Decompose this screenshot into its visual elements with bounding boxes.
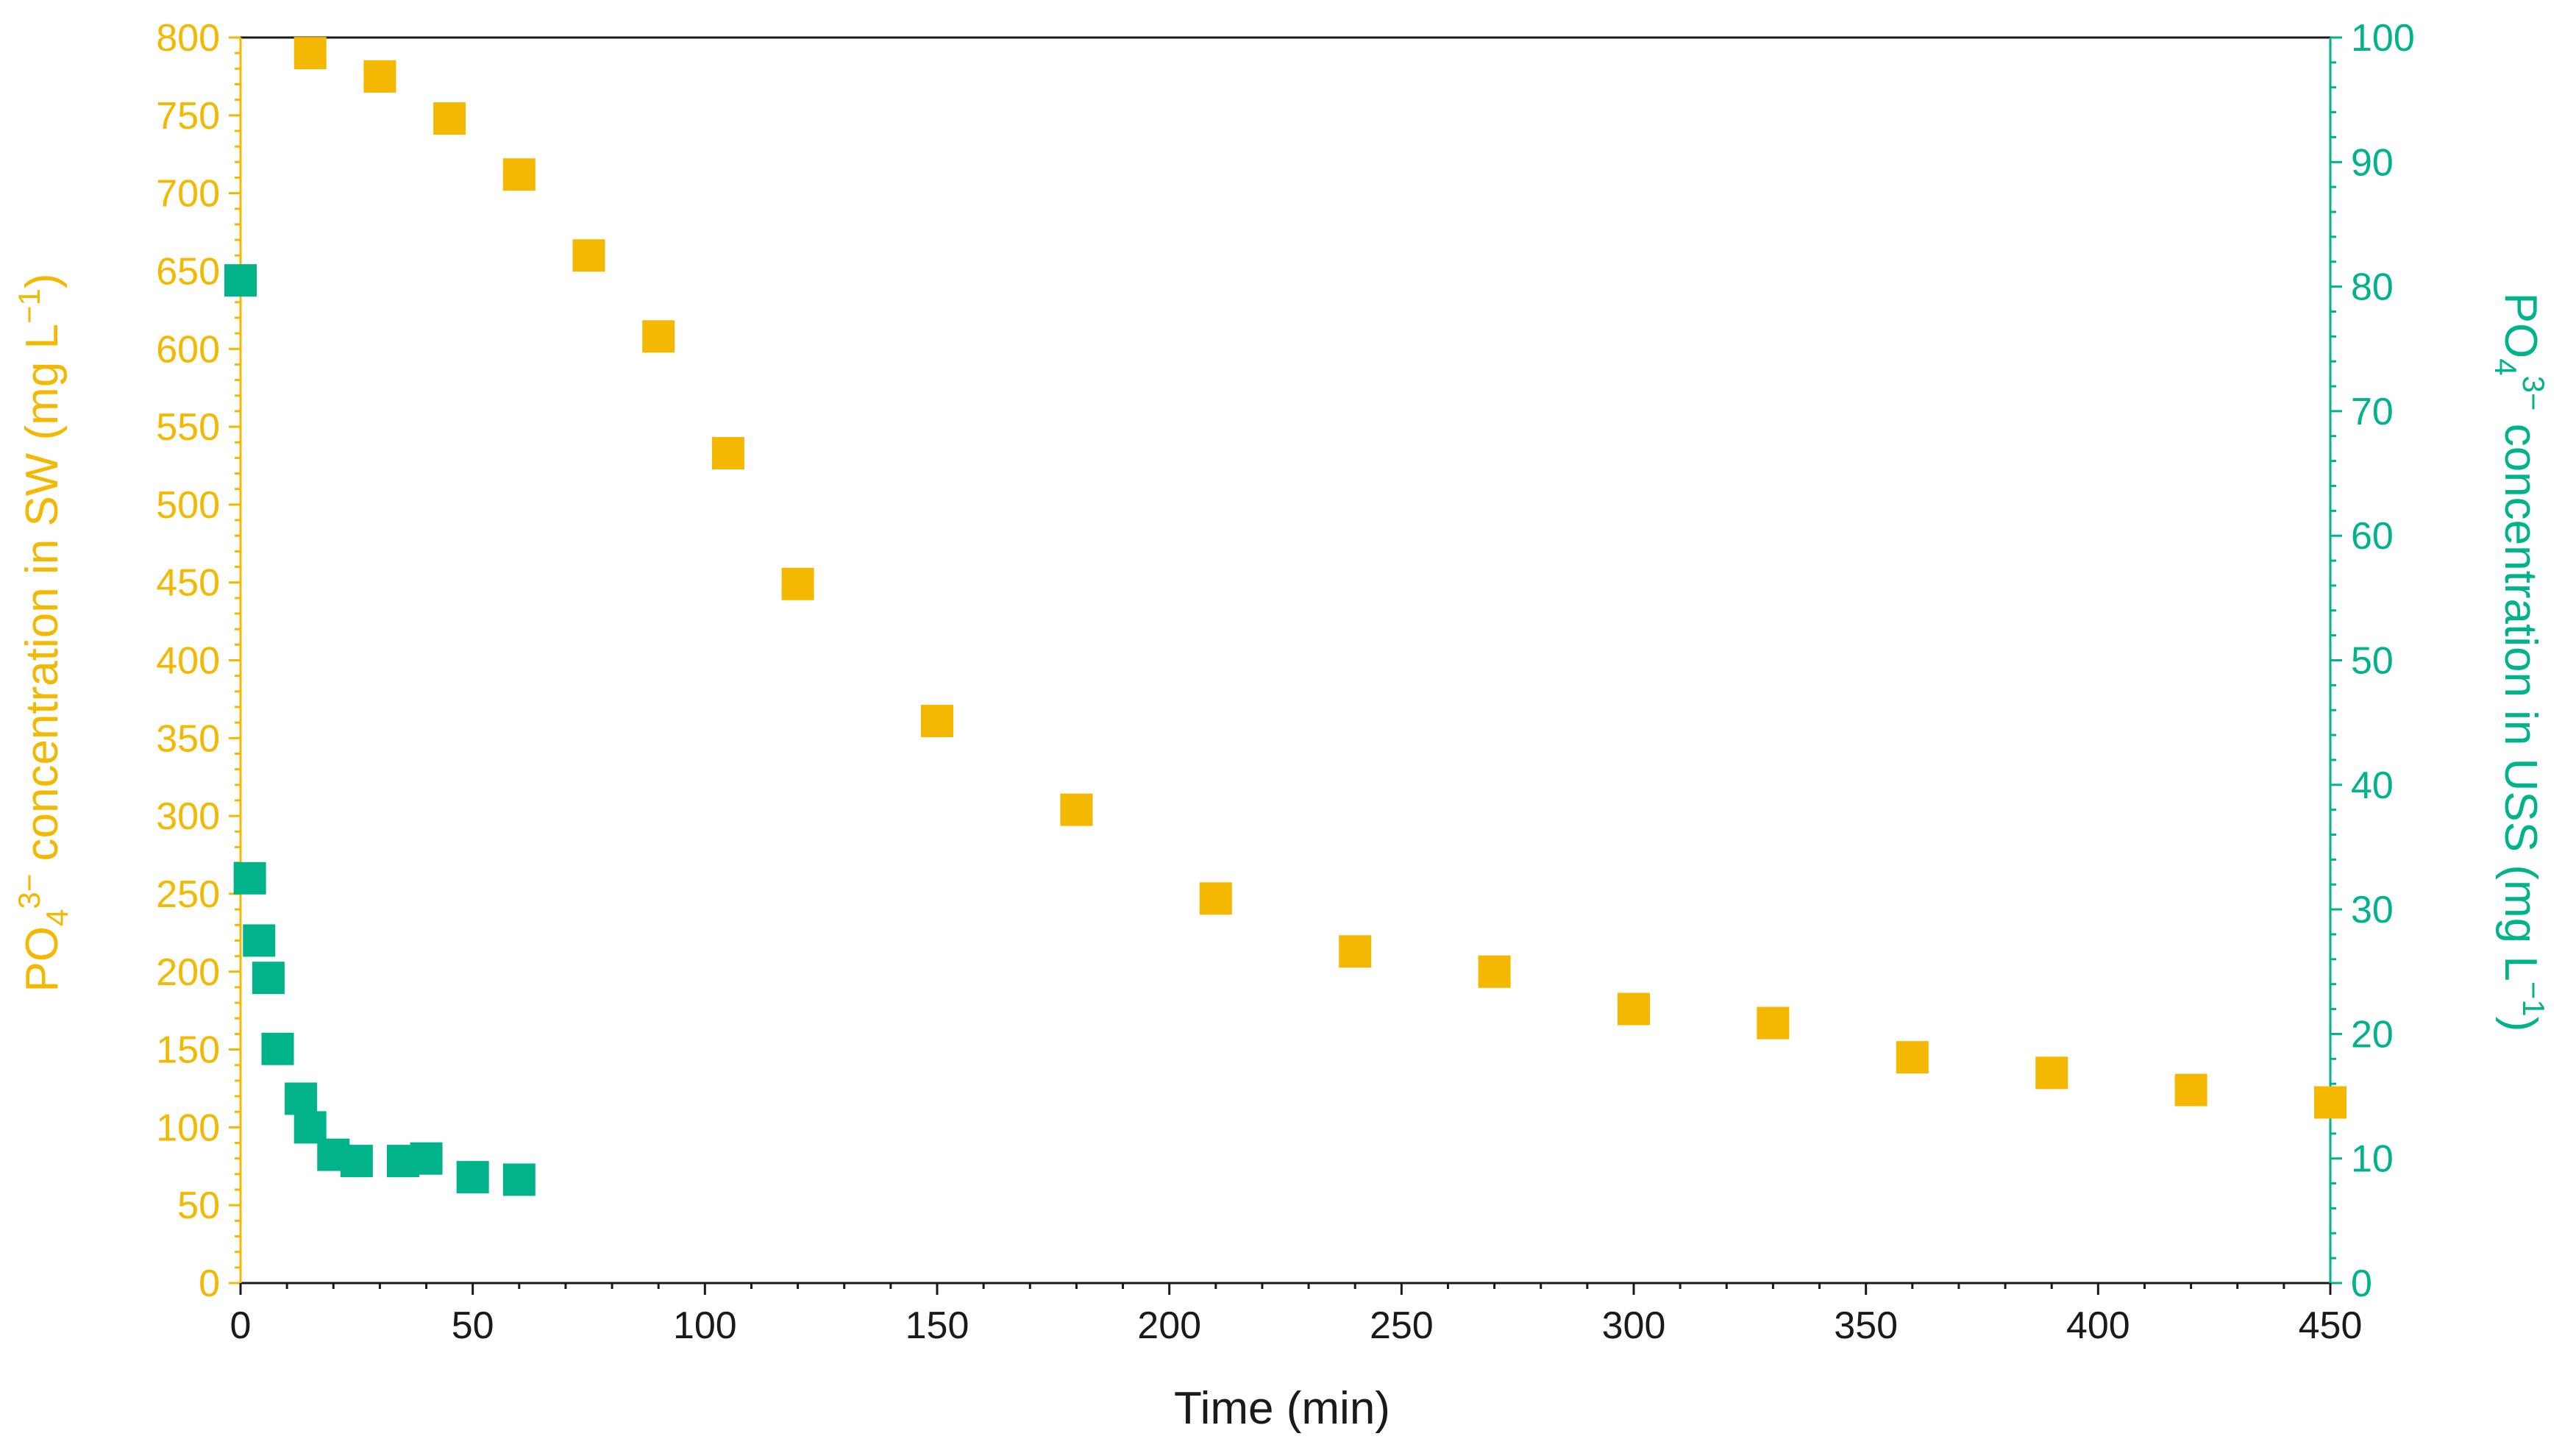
uss-point	[293, 1111, 327, 1144]
x-tick-label: 450	[2299, 1304, 2363, 1347]
uss-point	[233, 862, 266, 895]
sw-point	[1199, 882, 1232, 915]
y-left-title-sub: 4	[40, 909, 74, 926]
y-left-title-pre: PO	[17, 926, 68, 992]
y-right-title-main: concentration in USS (mg L	[2495, 411, 2546, 981]
axes	[239, 36, 2332, 1285]
y-left-tick-label: 250	[156, 873, 220, 916]
y-axis-right-title: PO43− concentration in USS (mg L−1)	[2488, 293, 2551, 1032]
uss-point	[261, 1032, 294, 1065]
y-right-tick-label: 50	[2351, 640, 2394, 683]
sw-point	[2174, 1073, 2207, 1106]
y-left-tick-label: 0	[199, 1262, 220, 1305]
x-tick-label: 250	[1370, 1304, 1434, 1347]
y-right-tick-label: 10	[2351, 1138, 2394, 1181]
sw-point	[293, 37, 327, 70]
y-left-tick-label: 500	[156, 484, 220, 527]
y-left-tick-label: 550	[156, 406, 220, 449]
uss-point	[252, 962, 285, 995]
sw-point	[1478, 955, 1511, 988]
data-points	[224, 37, 2346, 1196]
x-tick-label: 50	[452, 1304, 494, 1347]
y-right-tick-label: 90	[2351, 141, 2394, 184]
sw-point	[921, 705, 953, 738]
sw-point	[1060, 793, 1093, 826]
y-left-tick-label: 800	[156, 17, 220, 60]
uss-point	[410, 1142, 443, 1175]
y-right-title-sup2: −1	[2516, 981, 2551, 1017]
y-left-tick-label: 450	[156, 562, 220, 605]
y-left-title-close: )	[17, 273, 68, 288]
y-left-title-sup2: −1	[12, 288, 46, 324]
y-left-tick-label: 300	[156, 795, 220, 838]
sw-point	[1339, 935, 1372, 968]
uss-point	[285, 1082, 318, 1115]
y-left-tick-label: 750	[156, 95, 220, 138]
uss-point	[456, 1161, 489, 1194]
x-tick-label: 200	[1137, 1304, 1201, 1347]
x-tick-label: 100	[673, 1304, 737, 1347]
y-right-title-pre: PO	[2495, 293, 2546, 359]
uss-point	[243, 924, 276, 957]
y-left-tick-label: 100	[156, 1106, 220, 1149]
y-left-tick-label: 50	[177, 1184, 220, 1227]
y-left-tick-label: 350	[156, 717, 220, 760]
y-right-tick-label: 30	[2351, 889, 2394, 931]
y-left-tick-label: 150	[156, 1029, 220, 1072]
x-tick-label: 300	[1602, 1304, 1666, 1347]
y-left-title-sup: 3−	[12, 874, 46, 909]
y-left-tick-label: 700	[156, 173, 220, 216]
uss-point	[502, 1163, 536, 1196]
y-right-tick-label: 40	[2351, 764, 2394, 807]
y-left-tick-label: 650	[156, 250, 220, 293]
y-right-tick-label: 80	[2351, 266, 2394, 309]
sw-point	[1896, 1041, 1929, 1074]
ticks: 0501001502002503003504004505005506006507…	[156, 17, 2415, 1347]
sw-point	[2314, 1086, 2346, 1119]
sw-point	[1757, 1006, 1790, 1040]
y-right-tick-label: 100	[2351, 17, 2415, 60]
sw-point	[711, 437, 744, 470]
x-tick-label: 400	[2066, 1304, 2130, 1347]
x-tick-label: 350	[1834, 1304, 1898, 1347]
sw-point	[781, 567, 814, 600]
x-tick-label: 150	[905, 1304, 969, 1347]
sw-point	[642, 320, 675, 353]
y-left-tick-label: 400	[156, 640, 220, 683]
uss-point	[224, 264, 257, 297]
sw-point	[363, 60, 396, 93]
sw-point	[502, 158, 536, 191]
y-left-title-main: concentration in SW (mg L	[17, 324, 68, 874]
uss-point	[340, 1145, 373, 1178]
y-right-title-sub: 4	[2488, 358, 2523, 375]
y-left-tick-label: 200	[156, 951, 220, 994]
sw-point	[433, 102, 466, 135]
sw-point	[2035, 1056, 2068, 1090]
y-left-tick-label: 600	[156, 328, 220, 371]
y-axis-left-title: PO43− concentration in SW (mg L−1)	[12, 273, 74, 992]
y-right-tick-label: 70	[2351, 391, 2394, 433]
y-right-title-close: )	[2495, 1017, 2546, 1032]
y-right-tick-label: 20	[2351, 1013, 2394, 1056]
x-axis-title: Time (min)	[1174, 1383, 1390, 1434]
y-right-title-sup: 3−	[2516, 376, 2551, 411]
y-right-tick-label: 60	[2351, 515, 2394, 558]
x-tick-label: 0	[230, 1304, 252, 1347]
y-right-tick-label: 0	[2351, 1262, 2372, 1305]
sw-point	[572, 239, 605, 272]
sw-point	[1618, 992, 1650, 1026]
